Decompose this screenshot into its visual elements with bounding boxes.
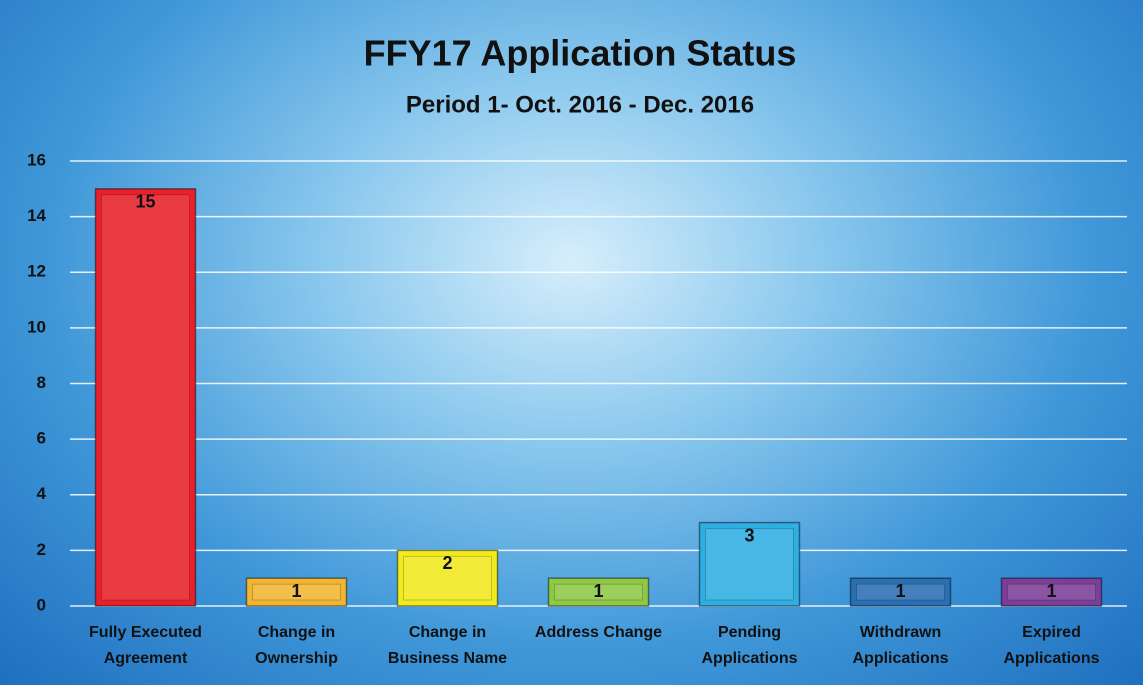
bar-bevel	[1007, 583, 1096, 601]
bar-bevel	[252, 583, 341, 601]
data-label: 1	[1046, 581, 1056, 601]
bar-bevel	[554, 583, 643, 601]
x-tick-label: Fully Executed Agreement	[89, 624, 202, 667]
bar	[849, 577, 952, 607]
y-tick-label: 14	[27, 206, 46, 225]
data-label: 2	[442, 553, 452, 573]
y-tick-label: 16	[27, 150, 46, 169]
y-tick-label: 2	[37, 540, 46, 559]
bar	[1000, 577, 1103, 607]
y-tick-label: 8	[37, 373, 46, 392]
x-tick-label: Change in Business Name	[387, 624, 508, 667]
data-label: 1	[291, 581, 301, 601]
bar-bevel	[403, 555, 492, 601]
y-tick-label: 12	[27, 262, 46, 281]
x-tick-label: Withdrawn Applications	[852, 624, 949, 667]
bar	[396, 549, 499, 607]
bar	[547, 577, 650, 607]
data-label: 3	[744, 525, 754, 545]
chart-title: FFY17 Application Status	[364, 33, 797, 74]
x-tick-label: Address Change	[534, 624, 663, 641]
bar	[698, 521, 801, 607]
data-label: 15	[135, 192, 155, 212]
x-tick-label: Expired Applications	[1003, 624, 1100, 667]
data-label: 1	[593, 581, 603, 601]
y-tick-label: 4	[37, 484, 47, 503]
data-label: 1	[895, 581, 905, 601]
y-tick-label: 6	[37, 429, 46, 448]
bar	[245, 577, 348, 607]
y-tick-label: 0	[37, 595, 46, 614]
bar-bevel	[101, 194, 190, 601]
bar	[94, 188, 197, 607]
x-tick-label: Change in Ownership	[255, 624, 338, 667]
chart-subtitle: Period 1- Oct. 2016 - Dec. 2016	[406, 91, 754, 118]
x-tick-label: Pending Applications	[701, 624, 798, 667]
bar-bevel	[705, 528, 794, 601]
y-tick-label: 10	[27, 317, 46, 336]
bar-bevel	[856, 583, 945, 601]
